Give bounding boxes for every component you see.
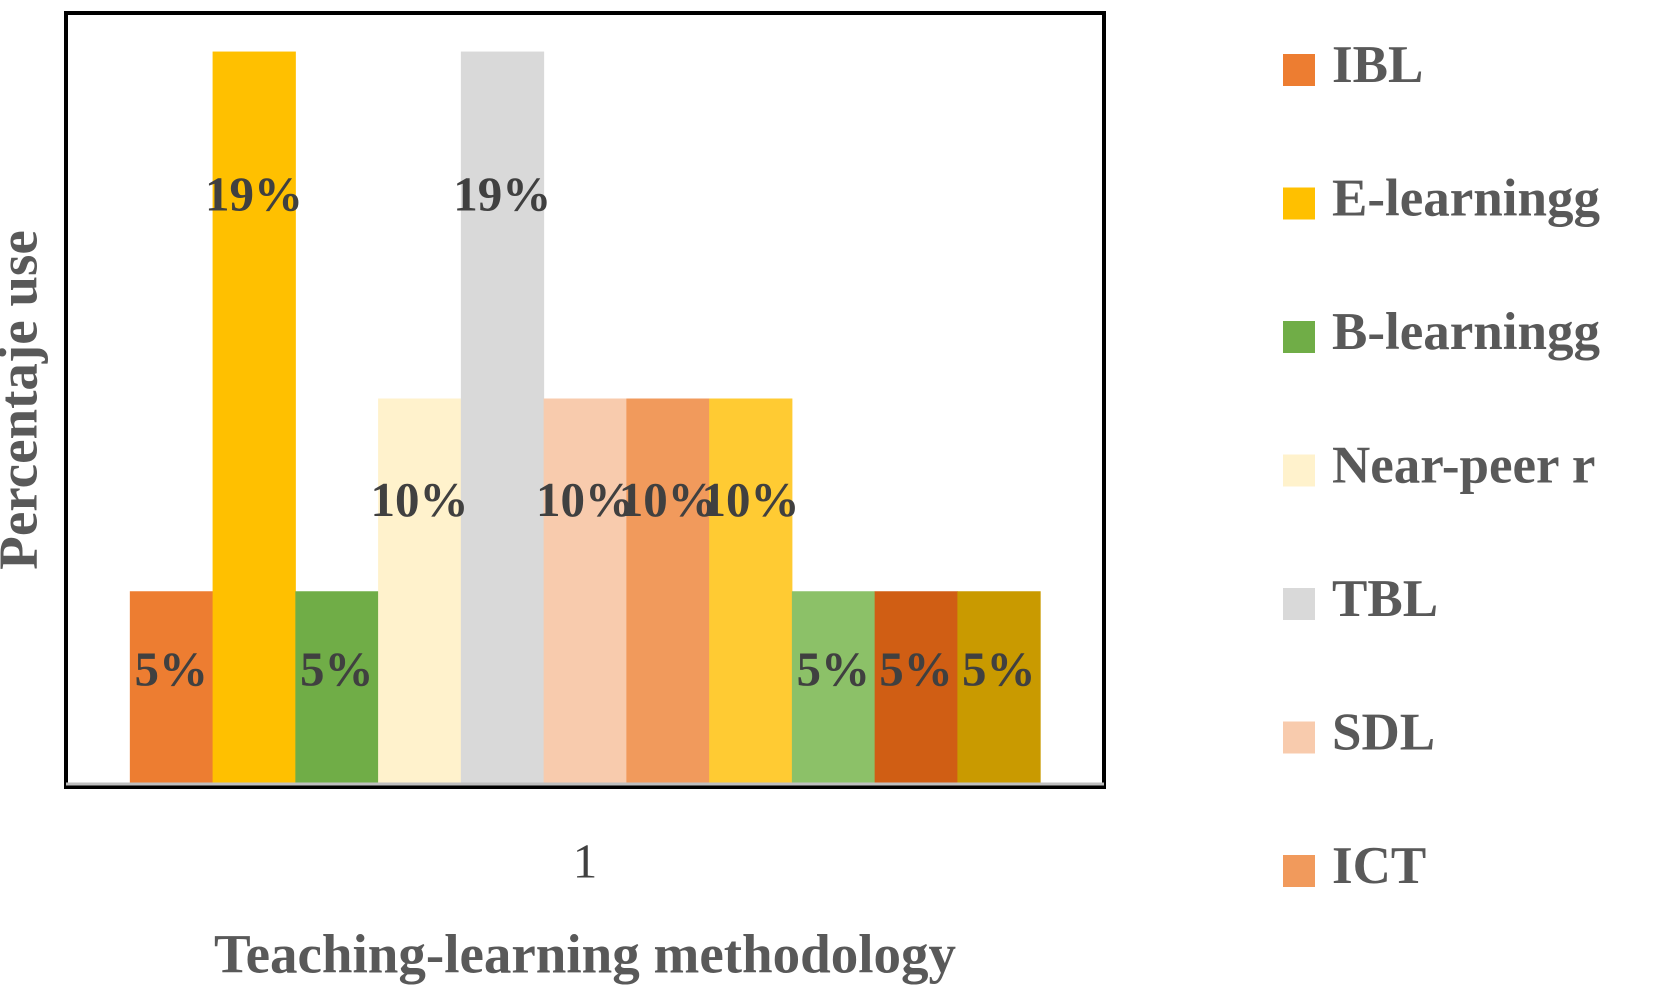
legend-label: ICT: [1332, 837, 1426, 895]
y-axis-title: Percentaje use: [0, 230, 49, 570]
bar: [295, 591, 379, 784]
legend-swatch: [1283, 721, 1315, 754]
bar: [709, 398, 793, 784]
data-label: 5%: [300, 642, 374, 697]
legend-label: E-learningg: [1332, 170, 1600, 228]
bar: [460, 51, 545, 785]
legend-label: TBL: [1332, 570, 1438, 628]
legend-swatch: [1283, 54, 1315, 86]
data-label: 5%: [134, 642, 208, 697]
data-label: 10%: [702, 472, 800, 527]
legend-label: SDL: [1332, 704, 1435, 762]
legend-swatch: [1283, 321, 1315, 353]
bar: [378, 398, 462, 784]
data-label: 5%: [879, 642, 953, 697]
legend-swatch: [1283, 454, 1315, 487]
data-label: 5%: [962, 642, 1036, 697]
data-label: 10%: [536, 472, 634, 527]
data-label: 19%: [205, 167, 303, 222]
x-tick-label: 1: [573, 833, 598, 888]
x-axis-title: Teaching-learning methodology: [214, 924, 956, 985]
legend-label: B-learningg: [1332, 303, 1600, 361]
data-label: 10%: [370, 472, 468, 527]
legend-swatch: [1283, 187, 1315, 220]
bar: [874, 591, 958, 784]
bar: [957, 591, 1041, 784]
bar: [791, 591, 876, 784]
bar: [212, 51, 296, 785]
legend-swatch: [1283, 588, 1315, 620]
data-label: 10%: [619, 472, 717, 527]
data-label: 5%: [797, 642, 871, 697]
bar: [543, 398, 627, 784]
legend-label: IBL: [1332, 36, 1423, 94]
bar: [626, 398, 710, 784]
legend-label: Near-peer r: [1332, 437, 1595, 495]
bar: [129, 591, 214, 784]
data-label: 19%: [453, 167, 551, 222]
legend-swatch: [1283, 855, 1315, 887]
